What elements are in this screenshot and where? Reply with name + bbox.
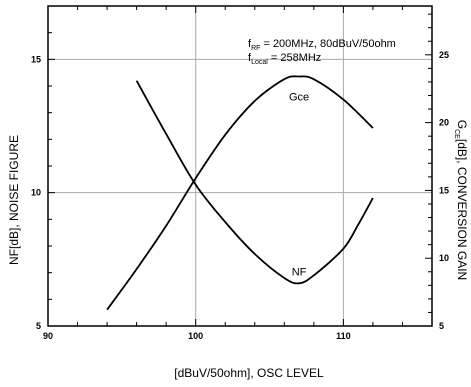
y-right-title-g: G <box>455 120 469 129</box>
grid-lines <box>48 6 432 326</box>
y-left-axis-title: NF[dB], NOISE FIGURE <box>7 135 21 265</box>
annot1-sub: RF <box>251 45 260 52</box>
annot1-f: f <box>248 38 252 50</box>
axis-ticks <box>47 5 433 327</box>
y-right-tick-label: 10 <box>439 253 449 263</box>
x-tick-label: 110 <box>336 331 351 341</box>
y-right-tick-label: 15 <box>439 185 449 195</box>
series-line-nf <box>135 80 374 285</box>
annotation-line-2: fLocal = 258MHz <box>248 52 321 66</box>
y-right-title-sub: CE <box>453 129 460 139</box>
y-right-tick-label: 5 <box>439 321 444 331</box>
y-left-tick-label: 10 <box>31 188 41 198</box>
y-right-title-rest: [dB], CONVERSION GAIN <box>455 139 469 280</box>
curves: Gce NF <box>106 75 374 311</box>
x-axis-title: [dBuV/50ohm], OSC LEVEL <box>174 366 324 380</box>
x-tick-label: 90 <box>43 331 53 341</box>
annot2-rest: = 258MHz <box>268 52 322 64</box>
annotation-line-1: fRF = 200MHz, 80dBuV/50ohm <box>248 38 396 52</box>
y-right-axis-title: GCE[dB], CONVERSION GAIN <box>453 120 469 280</box>
series-label-nf: NF <box>292 266 307 278</box>
y-right-tick-label: 20 <box>439 118 449 128</box>
y-right-tick-label: 25 <box>439 50 449 60</box>
tick-labels: 90 100 110 5 10 15 5 10 15 20 25 <box>31 50 449 341</box>
series-label-gce: Gce <box>289 92 309 104</box>
annot2-f: f <box>248 52 252 64</box>
annot2-sub: Local <box>251 59 268 66</box>
y-left-tick-label: 15 <box>31 54 41 64</box>
series-line-gce <box>106 75 374 311</box>
annot1-rest: = 200MHz, 80dBuV/50ohm <box>260 38 395 50</box>
plot-frame <box>47 5 433 327</box>
x-tick-label: 100 <box>188 331 203 341</box>
y-left-tick-label: 5 <box>36 321 41 331</box>
